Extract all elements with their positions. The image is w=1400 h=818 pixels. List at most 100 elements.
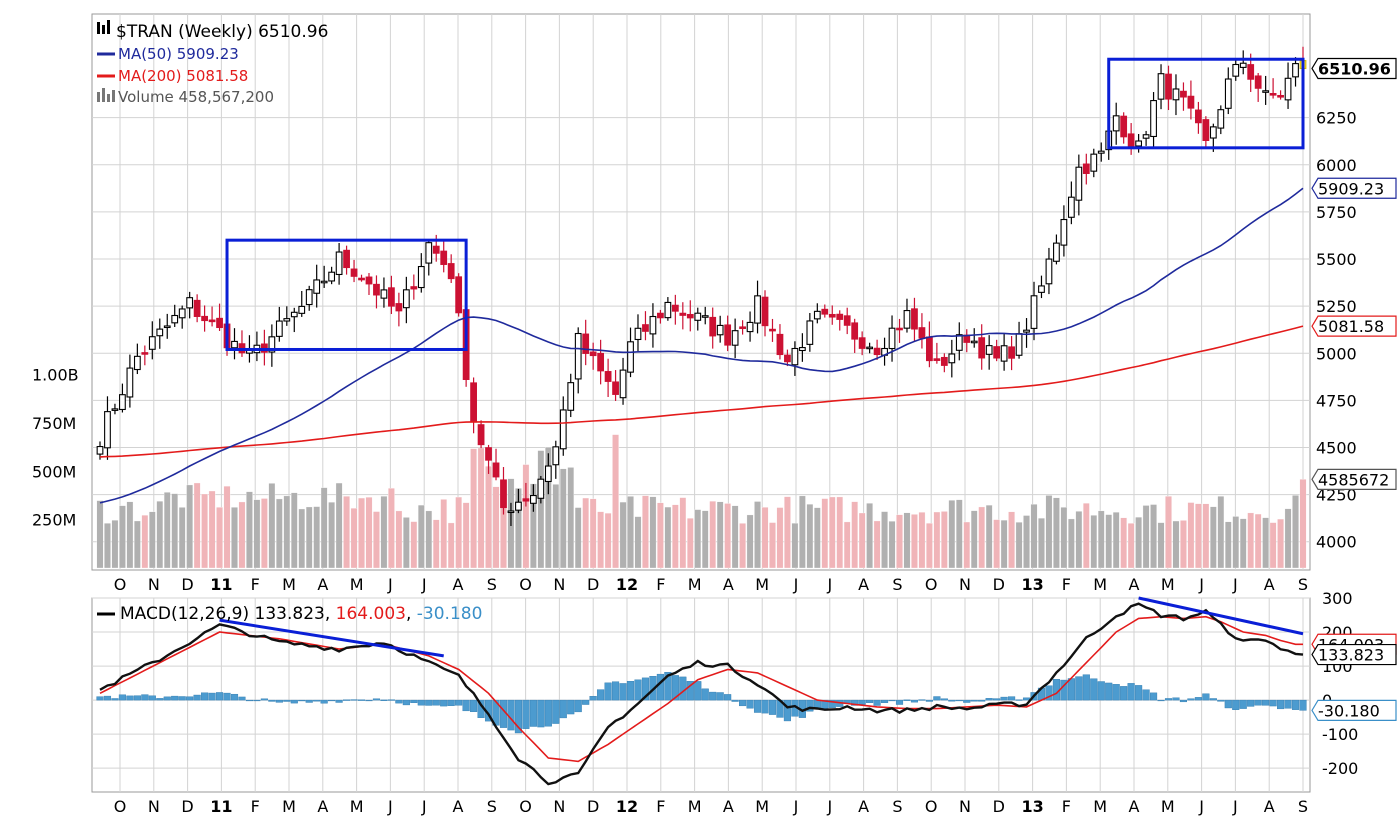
candle-body [582, 333, 590, 354]
volume-bar [642, 495, 649, 569]
candle-body [671, 304, 679, 312]
x-tick-label: D [181, 797, 193, 816]
price-tick-label: 6000 [1316, 156, 1357, 175]
volume-bar [701, 510, 709, 569]
candle-body [358, 277, 365, 281]
x-tick-label: A [1264, 575, 1275, 594]
macd-histogram-bar [1015, 699, 1023, 701]
macd-histogram-bar [739, 699, 747, 707]
macd-histogram-bar [1232, 699, 1240, 710]
candle-body [193, 299, 201, 317]
macd-histogram-bar [626, 681, 635, 701]
volume-bar [926, 523, 933, 569]
macd-histogram-bar [141, 694, 149, 701]
macd-histogram-bar [350, 699, 358, 701]
candle-body [1135, 140, 1143, 147]
candle-body [1254, 75, 1262, 89]
ma200-line [99, 325, 1304, 458]
x-tick-label: J [1198, 797, 1204, 816]
volume-bar [993, 519, 1000, 569]
volume-bar [866, 503, 873, 569]
volume-bar [843, 521, 851, 569]
volume-bar [1090, 515, 1098, 569]
macd-axis: 3002001000-100-200 [1322, 589, 1358, 778]
candle-body [529, 494, 537, 504]
macd-histogram-bar [783, 699, 791, 722]
divergence-line [1138, 596, 1304, 636]
candle-body [1023, 329, 1030, 333]
macd-histogram-bar [417, 699, 425, 706]
macd-histogram-bar [522, 699, 530, 729]
candle-body [1247, 64, 1255, 80]
volume-bar [1112, 512, 1120, 569]
volume-bar [223, 485, 231, 569]
macd-histogram-bar [656, 673, 664, 701]
volume-bar [238, 501, 246, 569]
volume-bar [589, 498, 597, 569]
candle-body [126, 367, 134, 398]
candle-body [1217, 109, 1225, 129]
volume-bar [873, 520, 881, 569]
macd-histogram-bar [866, 699, 874, 703]
macd-histogram-bar [686, 681, 694, 701]
legend-title: $TRAN (Weekly) 6510.96 [116, 22, 328, 42]
x-tick-label: S [487, 797, 497, 816]
volume-tick-label: 750M [32, 414, 76, 433]
candle-body [455, 276, 463, 314]
x-tick-label: J [826, 575, 832, 594]
x-tick-label: D [587, 797, 599, 816]
macd-histogram-bar [746, 699, 754, 709]
candle-body [320, 280, 328, 284]
volume-bar [1165, 496, 1172, 569]
volume-bar [343, 496, 350, 569]
volume-bar [395, 510, 403, 569]
volume-bar [1195, 503, 1202, 569]
volume-bar [201, 493, 208, 569]
volume-bar [776, 507, 784, 569]
x-tick-label: J [1198, 575, 1204, 594]
x-tick-label: S [1298, 797, 1308, 816]
macd-histogram-bar [268, 699, 276, 702]
x-tick-label: 12 [616, 575, 638, 594]
macd-histogram-bar [1262, 699, 1270, 706]
macd-grid [92, 597, 1310, 792]
candle-body [813, 310, 821, 320]
candle-body [350, 268, 358, 277]
candle-body [1172, 88, 1180, 101]
macd-histogram-bar [1097, 681, 1105, 701]
x-tick-label: F [1062, 797, 1071, 816]
macd-histogram-bar [387, 699, 395, 701]
volume-bar [216, 507, 223, 569]
volume-bar [1097, 510, 1105, 569]
candle-body [522, 498, 530, 502]
candle-body [1165, 73, 1172, 100]
macd-histogram-bar [985, 698, 993, 701]
candle-body [1262, 90, 1270, 93]
volume-bar [126, 501, 134, 569]
x-tick-label: O [114, 797, 127, 816]
ma50-tag-box [1311, 177, 1397, 199]
macd-histogram-bar [559, 699, 567, 719]
volume-bar [1038, 517, 1045, 569]
x-tick-label: A [858, 797, 869, 816]
macd-histogram-bar [171, 695, 179, 701]
price-tick-label: 5500 [1316, 250, 1357, 269]
macd-histogram-bar [395, 699, 403, 704]
volume-bar [1008, 511, 1015, 569]
candle-body [903, 310, 911, 329]
macd-histogram-bar [978, 699, 986, 702]
x-tick-label: F [1062, 575, 1071, 594]
volume-bar [739, 523, 746, 569]
candle-body [873, 347, 881, 356]
macd-histogram-bar [290, 699, 298, 704]
macd-histogram-bar [925, 699, 933, 702]
macd-histogram-bar [552, 699, 560, 724]
candle-body [275, 320, 283, 337]
volume-bar [485, 466, 492, 569]
candle-body [858, 337, 866, 349]
volume-bar [1135, 517, 1142, 569]
macd-histogram-bar [260, 698, 268, 701]
candle-body [1030, 295, 1038, 329]
macd-histogram-bar [1052, 679, 1060, 701]
candle-body [1209, 126, 1217, 139]
